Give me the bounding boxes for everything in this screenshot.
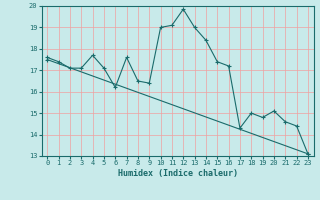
X-axis label: Humidex (Indice chaleur): Humidex (Indice chaleur) (118, 169, 237, 178)
